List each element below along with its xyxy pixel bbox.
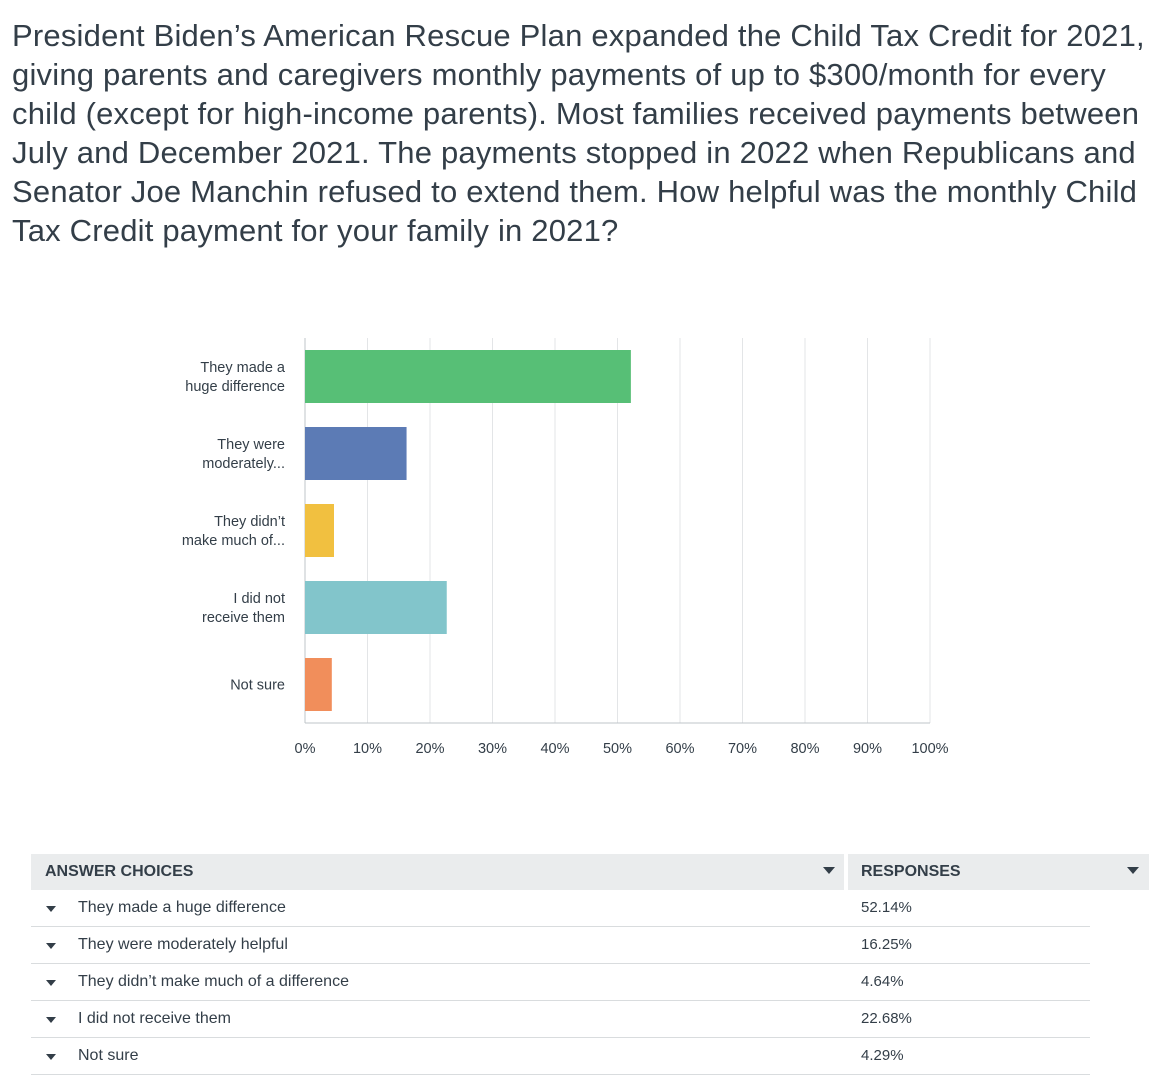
x-tick-label: 70%: [728, 741, 757, 757]
expand-row-caret-icon[interactable]: [46, 943, 56, 949]
bar-chart: They made a huge difference They were moder…: [182, 338, 949, 757]
header-answer-choices[interactable]: ANSWER CHOICES: [45, 863, 194, 880]
category-label-line: make much of...: [182, 533, 285, 549]
x-tick-label: 80%: [790, 741, 819, 757]
expand-row-caret-icon[interactable]: [46, 906, 56, 912]
sort-responses-icon[interactable]: [1127, 867, 1139, 874]
question-title: President Biden’s American Rescue Plan e…: [12, 18, 1145, 248]
category-label: They didn’t make much of...: [182, 514, 285, 549]
answer-choice-label: Not sure: [78, 1047, 139, 1064]
x-tick-label: 10%: [353, 741, 382, 757]
category-label-line: moderately...: [202, 456, 285, 472]
table-row: They were moderately helpful 16.25%: [31, 927, 1090, 964]
answer-choice-label: They didn’t make much of a difference: [78, 973, 349, 990]
category-label-line: receive them: [202, 610, 285, 626]
sort-answer-choices-icon[interactable]: [823, 867, 835, 874]
response-percent: 22.68%: [861, 1010, 912, 1027]
expand-row-caret-icon[interactable]: [46, 1017, 56, 1023]
category-label: I did not receive them: [202, 591, 285, 626]
category-label: They were moderately...: [202, 437, 285, 472]
category-label-line: They didn’t: [214, 514, 285, 530]
answer-choice-label: They were moderately helpful: [78, 936, 288, 953]
x-tick-label: 50%: [603, 741, 632, 757]
x-tick-labels: 0% 10% 20% 30% 40% 50% 60% 70% 80% 90% 100%: [295, 741, 949, 757]
answer-choice-label: I did not receive them: [78, 1010, 231, 1027]
category-label-line: They were: [217, 437, 285, 453]
bar[interactable]: [305, 504, 334, 557]
table-row: I did not receive them 22.68%: [31, 1001, 1090, 1038]
x-tick-label: 40%: [540, 741, 569, 757]
bar[interactable]: [305, 658, 332, 711]
expand-row-caret-icon[interactable]: [46, 980, 56, 986]
table-row: They didn’t make much of a difference 4.…: [31, 964, 1090, 1001]
x-tick-label: 0%: [295, 741, 316, 757]
table-row: They made a huge difference 52.14%: [31, 890, 1090, 927]
response-percent: 4.29%: [861, 1047, 904, 1064]
category-label: Not sure: [230, 678, 285, 694]
response-percent: 16.25%: [861, 936, 912, 953]
header-responses[interactable]: RESPONSES: [861, 863, 961, 880]
table-header: ANSWER CHOICES RESPONSES: [31, 854, 1149, 890]
bar[interactable]: [305, 581, 447, 634]
x-tick-label: 90%: [853, 741, 882, 757]
bar[interactable]: [305, 350, 631, 403]
response-percent: 4.64%: [861, 973, 904, 990]
expand-row-caret-icon[interactable]: [46, 1054, 56, 1060]
category-labels: They made a huge difference They were moder…: [182, 360, 286, 694]
category-label-line: huge difference: [185, 379, 285, 395]
category-label-line: Not sure: [230, 678, 285, 694]
responses-table: ANSWER CHOICES RESPONSES They made a hug…: [31, 854, 1149, 1075]
bars: [305, 350, 631, 711]
category-label-line: I did not: [233, 591, 285, 607]
bar[interactable]: [305, 427, 407, 480]
x-tick-label: 60%: [665, 741, 694, 757]
response-percent: 52.14%: [861, 899, 912, 916]
x-tick-label: 20%: [415, 741, 444, 757]
header-divider: [844, 854, 848, 890]
table-row: Not sure 4.29%: [31, 1038, 1090, 1075]
answer-choice-label: They made a huge difference: [78, 899, 286, 916]
category-label: They made a huge difference: [185, 360, 286, 395]
x-tick-label: 30%: [478, 741, 507, 757]
category-label-line: They made a: [200, 360, 286, 376]
x-tick-label: 100%: [911, 741, 948, 757]
